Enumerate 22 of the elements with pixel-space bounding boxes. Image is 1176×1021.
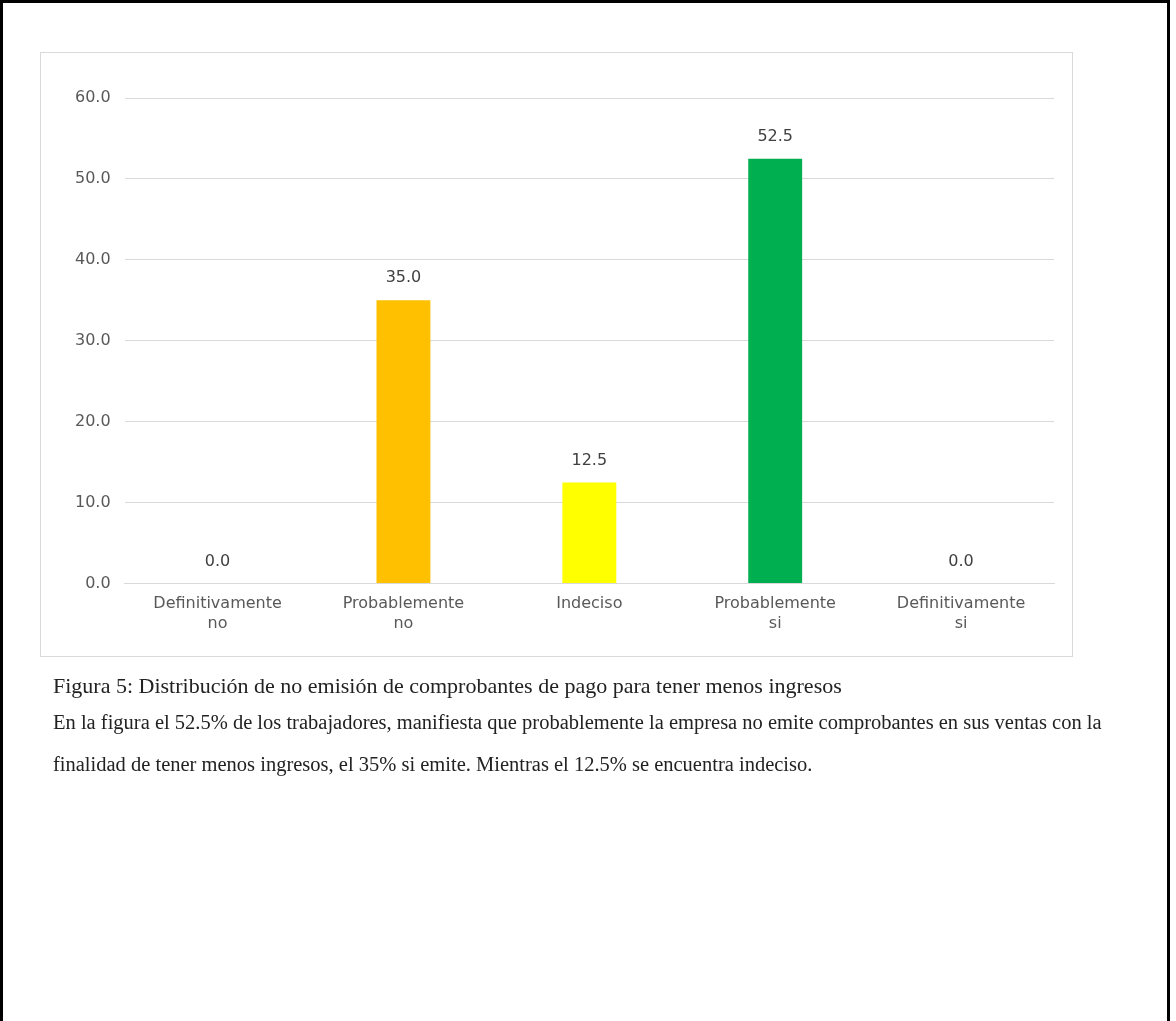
data-label: 12.5 [571,449,608,469]
y-tick-label: 0.0 [85,572,111,592]
y-tick-label: 60.0 [75,87,111,107]
data-label: 52.5 [757,125,793,145]
bar [748,158,803,584]
y-tick-label: 40.0 [75,249,111,269]
y-tick-label: 30.0 [75,329,111,349]
x-tick-label: Probablemente si [714,593,836,632]
x-tick-label: Indeciso [556,593,623,613]
x-tick-label: Definitivamente si [896,593,1026,632]
x-tick-label: Probablemente no [342,593,465,632]
text: En la figura el 52.5% de los trabajadores, manifiesta que probablemente la empresa no emite comprobantes en sus ventas con la finalidad de tener menos ingresos, el 35% si emite. Mientras el 12.5% se encuentra indeciso. [53,710,1103,778]
data-label: 0.0 [204,550,231,570]
y-tick-label: 10.0 [75,491,111,511]
x-tick-label: Definitivamente no [153,593,282,632]
text: Figura 5: Distribución de no emisión de comprobantes de pago para tener menos ingresos [53,672,843,700]
bar [562,482,617,584]
y-tick-label: 50.0 [75,168,111,188]
data-label: 0.0 [948,550,974,570]
data-label: 35.0 [385,267,422,287]
y-tick-label: 20.0 [75,410,111,430]
bar [376,300,431,584]
